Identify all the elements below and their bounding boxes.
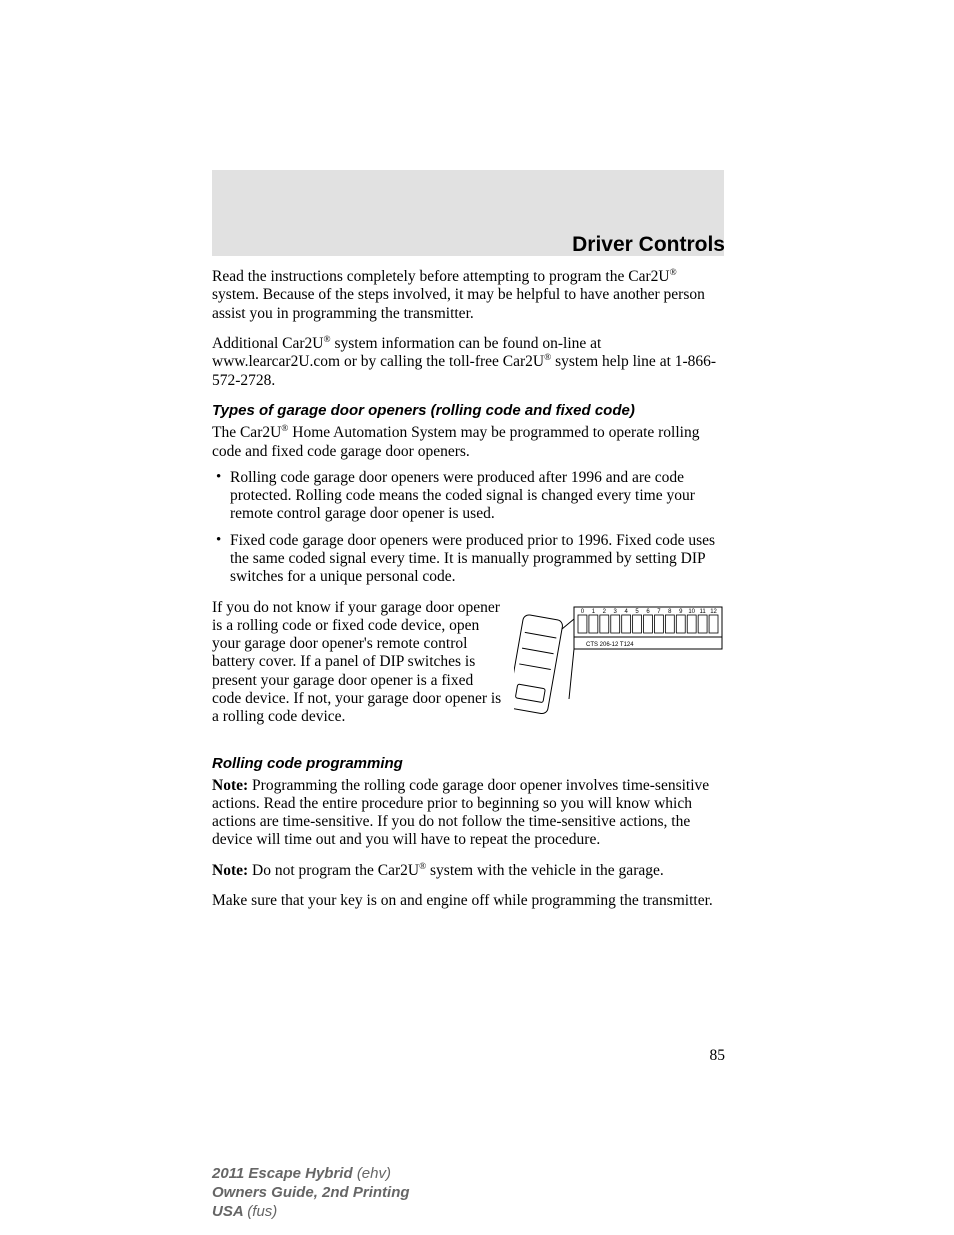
- intro-paragraph-2: Additional Car2U® system information can…: [212, 335, 724, 390]
- wrap-paragraph: If you do not know if your garage door o…: [212, 599, 514, 727]
- content-area: Read the instructions completely before …: [212, 268, 724, 922]
- note-2: Note: Do not program the Car2U® system w…: [212, 862, 724, 880]
- footer-line-1: 2011 Escape Hybrid (ehv): [212, 1165, 410, 1184]
- registered-mark: ®: [324, 335, 331, 345]
- pcb-label: CTS 206-12 T124: [586, 642, 634, 648]
- note-label: Note:: [212, 862, 248, 879]
- footer-line-3: USA (fus): [212, 1203, 410, 1222]
- dip-switch-diagram: 0123456789101112 CTS 206-12 T124: [514, 599, 724, 719]
- page: Driver Controls Read the instructions co…: [0, 0, 954, 1235]
- note-1: Note: Programming the rolling code garag…: [212, 777, 724, 850]
- note-label: Note:: [212, 777, 248, 794]
- svg-text:11: 11: [699, 609, 706, 615]
- footer-code: (fus): [247, 1203, 277, 1220]
- text: system. Because of the steps involved, i…: [212, 286, 705, 321]
- footer-model: 2011 Escape Hybrid: [212, 1165, 357, 1182]
- intro-paragraph-1: Read the instructions completely before …: [212, 268, 724, 323]
- text: Read the instructions completely before …: [212, 268, 670, 285]
- paragraph-last: Make sure that your key is on and engine…: [212, 892, 724, 910]
- page-number: 85: [710, 1047, 726, 1065]
- bullet-item: Rolling code garage door openers were pr…: [212, 469, 724, 524]
- footer-line-2: Owners Guide, 2nd Printing: [212, 1184, 410, 1203]
- footer-region: USA: [212, 1203, 247, 1220]
- subhead-types: Types of garage door openers (rolling co…: [212, 402, 724, 419]
- wrap-row: If you do not know if your garage door o…: [212, 599, 724, 727]
- bullet-item: Fixed code garage door openers were prod…: [212, 532, 724, 587]
- section-title: Driver Controls: [572, 233, 725, 257]
- diagram-svg: 0123456789101112 CTS 206-12 T124: [514, 599, 724, 719]
- svg-text:12: 12: [710, 609, 717, 615]
- footer: 2011 Escape Hybrid (ehv) Owners Guide, 2…: [212, 1165, 410, 1221]
- registered-mark: ®: [670, 268, 677, 278]
- text: The Car2U: [212, 424, 281, 441]
- footer-code: (ehv): [357, 1165, 391, 1182]
- text: Programming the rolling code garage door…: [212, 777, 709, 849]
- text: system with the vehicle in the garage.: [426, 862, 664, 879]
- subhead-rolling: Rolling code programming: [212, 755, 724, 772]
- text: Do not program the Car2U: [248, 862, 419, 879]
- text: Additional Car2U: [212, 335, 324, 352]
- svg-text:10: 10: [688, 609, 695, 615]
- paragraph-3: The Car2U® Home Automation System may be…: [212, 424, 724, 461]
- bullet-list: Rolling code garage door openers were pr…: [212, 469, 724, 587]
